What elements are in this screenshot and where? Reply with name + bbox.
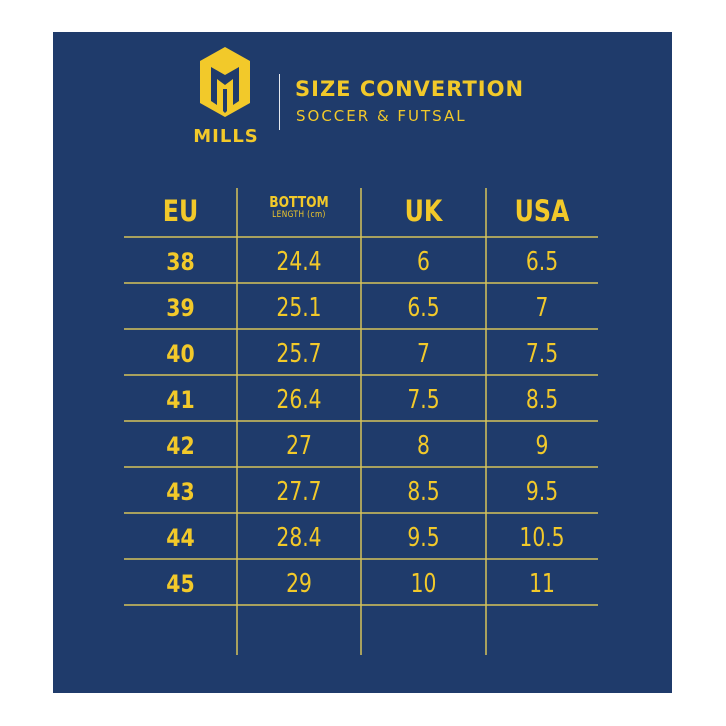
table-cell-uk: 10 [410, 569, 437, 599]
table-cell-length: 26.4 [276, 385, 322, 415]
header-divider [279, 74, 280, 130]
table-cell-eu: 43 [166, 478, 195, 506]
size-chart-panel [53, 32, 672, 693]
table-cell-usa: 11 [529, 569, 555, 599]
table-cell-eu: 42 [166, 432, 195, 460]
table-cell-eu: 45 [166, 570, 195, 598]
table-cell-length: 27.7 [276, 477, 322, 507]
table-cell-usa: 8.5 [525, 385, 559, 415]
header-eu: EU [162, 194, 199, 228]
table-cell-uk: 8.5 [407, 477, 440, 507]
table-cell-length: 25.7 [276, 339, 322, 369]
table-cell-eu: 39 [166, 294, 195, 322]
page-title: SIZE CONVERTION [295, 77, 525, 101]
header-bottom-length: BOTTOM LENGTH (cm) [248, 195, 350, 221]
table-cell-uk: 7 [417, 339, 430, 369]
table-cell-eu: 38 [166, 248, 195, 276]
table-cell-usa: 6.5 [525, 247, 559, 277]
table-cell-length: 27 [286, 431, 312, 461]
header-bottom-label: BOTTOM [269, 193, 329, 211]
header-bottom-unit: LENGTH (cm) [272, 210, 326, 220]
table-cell-usa: 7 [535, 293, 549, 323]
mills-helmet-logo-icon [200, 47, 250, 117]
header-usa: USA [514, 194, 570, 228]
table-cell-usa: 10.5 [519, 523, 565, 553]
brand-name: MILLS [193, 126, 259, 147]
header-uk: UK [404, 194, 443, 228]
table-cell-usa: 9.5 [525, 477, 559, 507]
table-cell-length: 25.1 [276, 293, 322, 323]
table-cell-uk: 6 [417, 247, 430, 277]
page-subtitle: SOCCER & FUTSAL [296, 107, 467, 125]
table-cell-length: 24.4 [276, 247, 322, 277]
table-cell-eu: 44 [166, 524, 195, 552]
table-cell-eu: 40 [166, 340, 195, 368]
table-cell-uk: 6.5 [407, 293, 440, 323]
table-cell-usa: 7.5 [525, 339, 559, 369]
table-cell-uk: 7.5 [407, 385, 440, 415]
table-cell-usa: 9 [535, 431, 549, 461]
mills-helmet-logo-icon [197, 45, 253, 121]
table-cell-uk: 9.5 [407, 523, 440, 553]
table-cell-length: 28.4 [276, 523, 322, 553]
table-cell-uk: 8 [417, 431, 430, 461]
table-cell-length: 29 [286, 569, 312, 599]
table-cell-eu: 41 [166, 386, 195, 414]
